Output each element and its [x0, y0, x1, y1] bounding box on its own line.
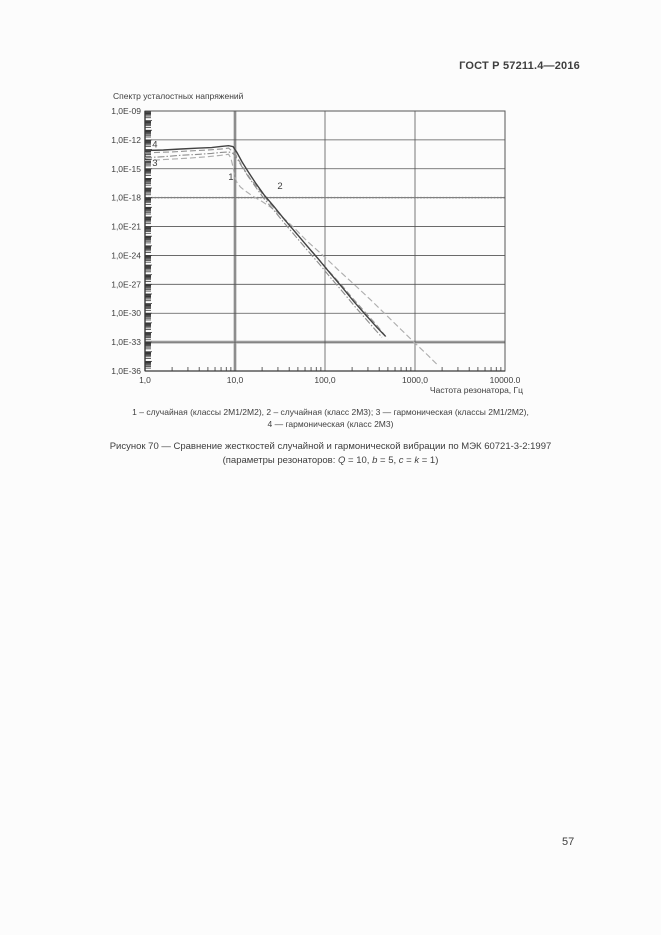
- caption-var-c: c: [398, 455, 404, 466]
- chart-text-labels: 1,0E-09 1,0E-12 1,0E-15 1,0E-18 1,0E-21 1,0E-…: [111, 106, 523, 395]
- svg-text:1,0E-15: 1,0E-15: [111, 164, 141, 174]
- svg-text:1,0E-27: 1,0E-27: [111, 279, 141, 289]
- svg-text:1,0E-33: 1,0E-33: [111, 337, 141, 347]
- figure-legend-line-1: 1 – случайная (классы 2М1/2М2), 2 – случ…: [132, 407, 529, 417]
- caption-params-eq3: =: [403, 455, 415, 466]
- curve-4: [144, 144, 387, 337]
- svg-text:1,0E-12: 1,0E-12: [111, 135, 141, 145]
- plot-border: [144, 110, 506, 372]
- curve-number-label-2: 2: [277, 181, 282, 192]
- svg-text:1,0E-36: 1,0E-36: [111, 366, 141, 376]
- caption-params-eq1: = 10,: [345, 455, 373, 466]
- svg-text:1,0E-18: 1,0E-18: [111, 193, 141, 203]
- axis-tick-marks: [145, 110, 502, 371]
- caption-var-k: k: [414, 455, 420, 466]
- curve-3: [144, 151, 383, 338]
- caption-params-eq2: = 5,: [377, 455, 399, 466]
- svg-text:1,0E-24: 1,0E-24: [111, 250, 141, 260]
- caption-var-b: b: [372, 455, 378, 466]
- svg-text:10,0: 10,0: [227, 375, 244, 385]
- svg-text:1,0: 1,0: [139, 375, 151, 385]
- svg-text:10000.0: 10000.0: [490, 375, 521, 385]
- curve-number-label-1: 1: [228, 172, 233, 183]
- figure-caption: Рисунок 70 — Сравнение жесткостей случай…: [109, 441, 552, 452]
- curve-2: [144, 147, 389, 340]
- curve-number-label-4: 4: [152, 140, 157, 151]
- data-curves: [144, 144, 438, 365]
- x-axis-label: Частота резонатора, Гц: [430, 385, 523, 395]
- chart-title: Спектр усталостных напряжений: [113, 91, 244, 101]
- svg-text:1,0E-30: 1,0E-30: [111, 308, 141, 318]
- svg-text:1000,0: 1000,0: [402, 375, 428, 385]
- curve-1: [144, 153, 438, 365]
- caption-var-q: Q: [338, 455, 346, 466]
- fatigue-stress-spectrum-chart: 1,0E-09 1,0E-12 1,0E-15 1,0E-18 1,0E-21 1,0E-…: [111, 106, 523, 395]
- document-header: ГОСТ Р 57211.4—2016: [459, 60, 580, 72]
- caption-params-prefix: (параметры резонаторов:: [222, 455, 339, 466]
- page-number: 57: [562, 836, 575, 848]
- svg-text:1,0E-09: 1,0E-09: [111, 106, 141, 116]
- svg-text:1,0E-21: 1,0E-21: [111, 222, 141, 232]
- figure-caption-params: (параметры резонаторов: Q = 10, b = 5, c…: [0, 455, 661, 467]
- curve-number-label-3: 3: [152, 158, 157, 169]
- figure-legend-line-2: 4 — гармоническая (класс 2М3): [267, 419, 394, 429]
- caption-params-eq4: = 1): [419, 455, 439, 466]
- svg-text:100,0: 100,0: [314, 375, 336, 385]
